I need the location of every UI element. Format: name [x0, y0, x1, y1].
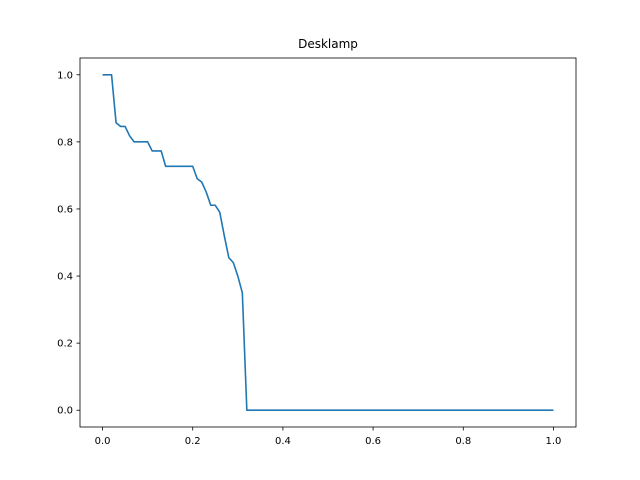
series-line-0: [102, 73, 554, 412]
ticks-layer: 0.0 0.2 0.4 0.6 0.8 1.0 0.0 0.2 0.4 0.6 0.8 1.0: [57, 70, 561, 447]
series-layer: [102, 73, 554, 412]
y-tick-label-0: 0.0: [57, 406, 73, 417]
plot-area-frame: [79, 57, 577, 428]
x-tick-label-2: 0.4: [275, 436, 291, 447]
y-tick-label-4: 0.8: [57, 137, 73, 148]
x-tick-label-0: 0.0: [95, 436, 111, 447]
x-tick-label-5: 1.0: [546, 436, 562, 447]
x-tick-label-1: 0.2: [185, 436, 201, 447]
chart-title: Desklamp: [298, 37, 358, 51]
y-tick-label-2: 0.4: [57, 272, 73, 283]
y-tick-label-5: 1.0: [57, 70, 73, 81]
x-tick-label-3: 0.6: [365, 436, 381, 447]
y-tick-label-3: 0.6: [57, 204, 73, 215]
y-tick-label-1: 0.2: [57, 339, 73, 350]
x-tick-label-4: 0.8: [455, 436, 471, 447]
